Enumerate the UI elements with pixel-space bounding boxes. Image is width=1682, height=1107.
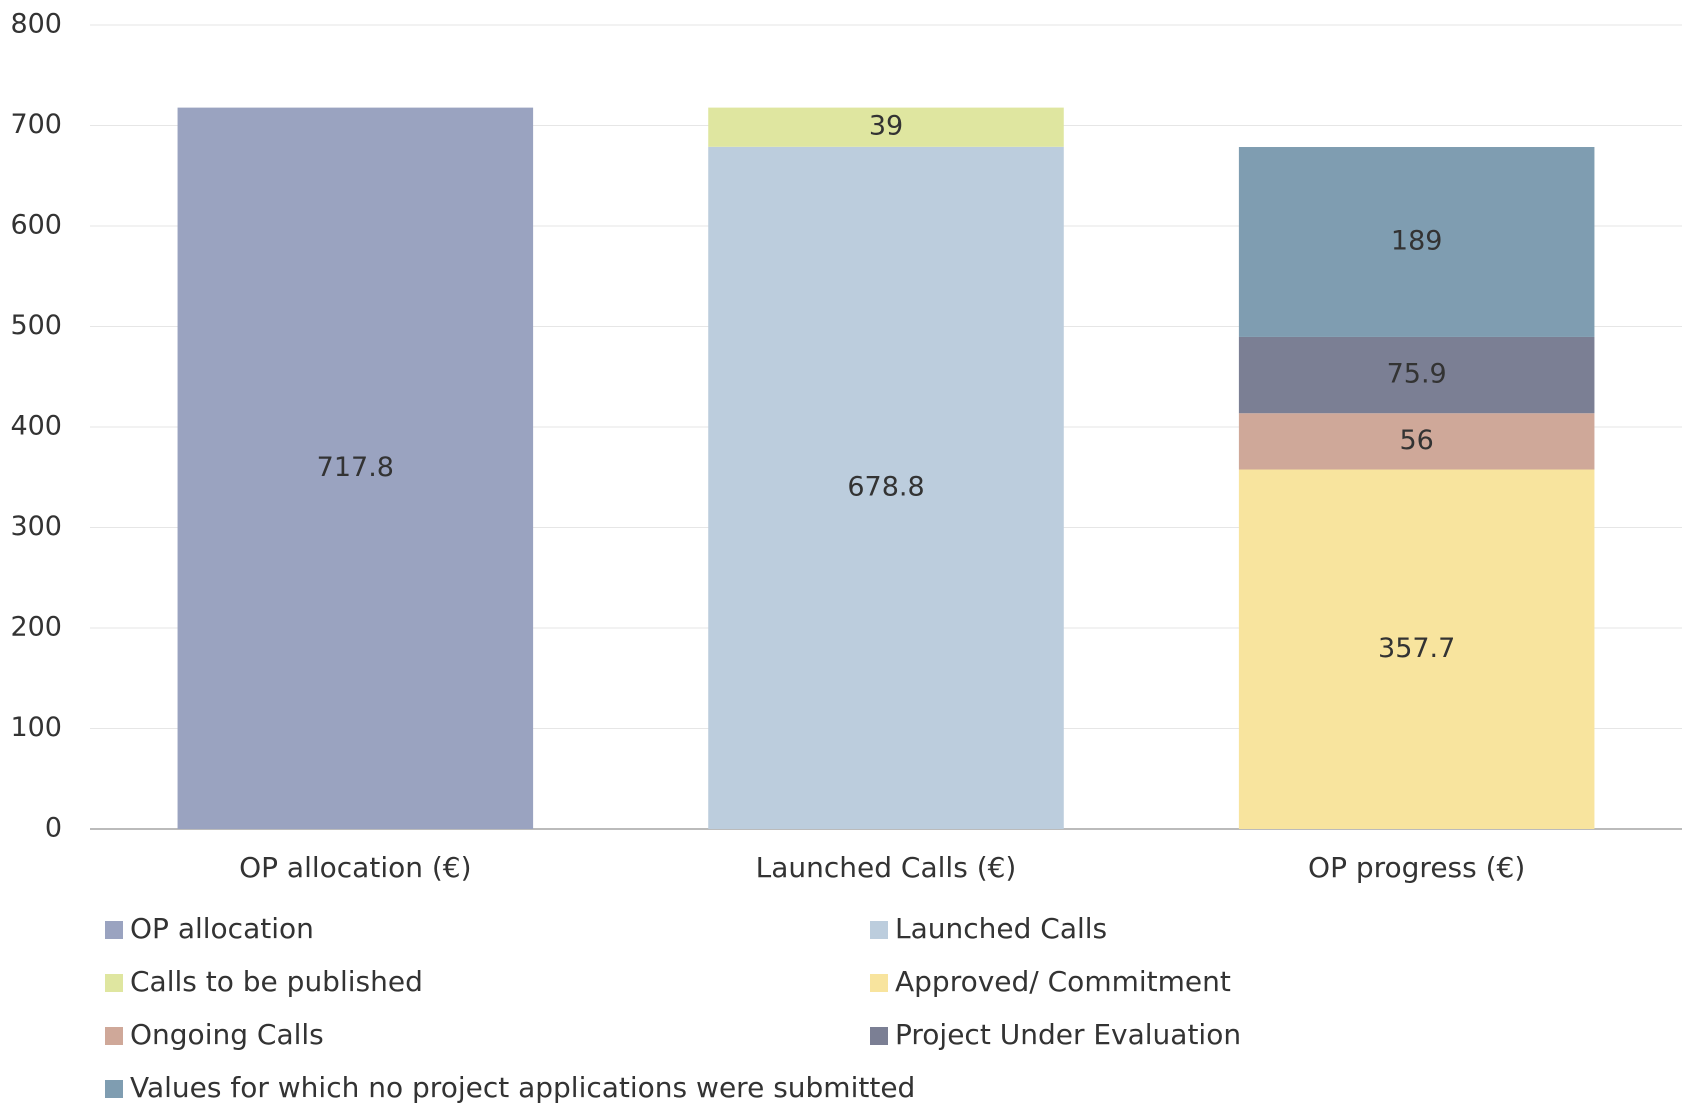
legend-label: Calls to be published: [130, 965, 423, 998]
legend-label: Ongoing Calls: [130, 1018, 324, 1051]
bar-segment: [177, 107, 534, 829]
y-tick-label: 300: [10, 511, 62, 542]
bar-segment: [708, 107, 1064, 147]
data-label: 39: [869, 111, 903, 142]
y-tick-label: 700: [10, 109, 62, 140]
bar-segment: [1238, 413, 1595, 470]
data-label: 56: [1399, 425, 1433, 456]
legend-swatch: [105, 1027, 123, 1045]
y-tick-label: 0: [45, 813, 62, 844]
bar-segment: [1238, 147, 1595, 337]
y-tick-label: 100: [10, 712, 62, 743]
y-tick-label: 400: [10, 411, 62, 442]
bar-segment: [708, 146, 1064, 829]
legend-swatch: [870, 974, 888, 992]
legend-label: Project Under Evaluation: [895, 1018, 1241, 1051]
legend-label: OP allocation: [130, 912, 314, 945]
x-tick-label: Launched Calls (€): [756, 851, 1017, 884]
data-label: 678.8: [847, 471, 924, 502]
data-label: 75.9: [1387, 359, 1447, 390]
legend-swatch: [870, 1027, 888, 1045]
legend-label: Approved/ Commitment: [895, 965, 1231, 998]
legend-swatch: [105, 921, 123, 939]
data-label: 357.7: [1378, 633, 1455, 664]
y-tick-label: 200: [10, 612, 62, 643]
x-tick-label: OP progress (€): [1308, 851, 1525, 884]
y-tick-label: 500: [10, 310, 62, 341]
data-label: 189: [1391, 225, 1443, 256]
legend-label: Launched Calls: [895, 912, 1107, 945]
legend-label: Values for which no project applications…: [130, 1071, 915, 1104]
legend-swatch: [105, 974, 123, 992]
legend-swatch: [105, 1080, 123, 1098]
y-tick-label: 600: [10, 210, 62, 241]
data-label: 717.8: [317, 452, 394, 483]
bar-segment: [1238, 336, 1595, 414]
legend-swatch: [870, 921, 888, 939]
x-tick-label: OP allocation (€): [239, 851, 471, 884]
y-tick-label: 800: [10, 9, 62, 40]
bar-segment: [1238, 469, 1595, 829]
